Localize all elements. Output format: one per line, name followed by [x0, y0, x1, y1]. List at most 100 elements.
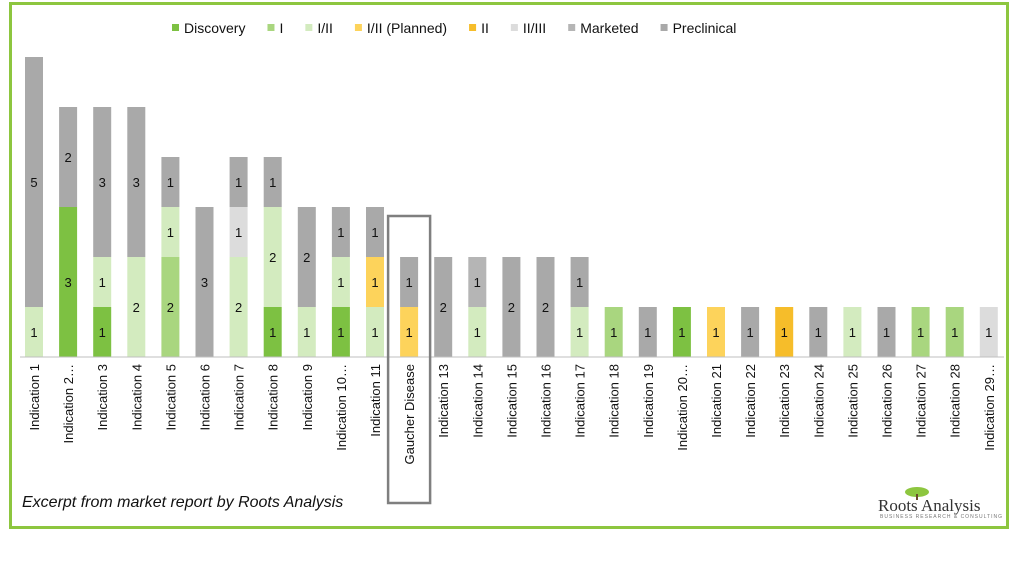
bar-value-label: 1	[746, 325, 753, 340]
bar-segment	[536, 257, 555, 357]
bar-value-label: 1	[30, 325, 37, 340]
bar-value-label: 2	[440, 300, 447, 315]
bar-segment	[161, 257, 180, 357]
bar-segment	[400, 307, 419, 357]
category-tick-label: Gaucher Disease	[402, 364, 417, 464]
bar-value-label: 1	[405, 275, 412, 290]
legend-swatch	[172, 24, 179, 31]
bar-segment	[263, 207, 282, 307]
legend-label: II	[481, 20, 489, 36]
bar-segment	[297, 207, 316, 307]
category-tick-label: Indication 24	[811, 364, 826, 438]
legend-label: Discovery	[184, 20, 245, 36]
bar-value-label: 1	[99, 325, 106, 340]
bar-value-label: 1	[371, 225, 378, 240]
bar-segment	[434, 257, 453, 357]
bar-value-label: 3	[99, 175, 106, 190]
category-tick-label: Indication 25	[845, 364, 860, 438]
category-tick-label: Indication 27	[914, 364, 929, 438]
category-tick-label: Indication 23	[777, 364, 792, 438]
bar-segment	[672, 307, 691, 357]
category-tick-label: Indication 11	[368, 364, 383, 437]
bar-value-label: 2	[235, 300, 242, 315]
roots-analysis-logo: Roots Analysis BUSINESS RESEARCH & CONSU…	[874, 486, 1004, 520]
bar-segment	[331, 207, 350, 257]
legend-swatch	[305, 24, 313, 31]
bar-segment	[911, 307, 930, 357]
bar-segment	[570, 307, 589, 357]
bar-segment	[263, 307, 282, 357]
category-tick-label: Indication 21	[709, 364, 724, 438]
bar-value-label: 1	[985, 325, 992, 340]
bar-segment	[331, 307, 350, 357]
category-tick-label: Indication 6	[198, 364, 213, 431]
bar-segment	[570, 257, 589, 307]
bar-value-label: 1	[269, 325, 276, 340]
bar-segment	[93, 257, 112, 307]
bar-segment	[775, 307, 794, 357]
bar-value-label: 2	[133, 300, 140, 315]
bar-value-label: 1	[576, 325, 583, 340]
logo-brand-name: Roots Analysis	[878, 496, 981, 515]
bar-segment	[229, 157, 248, 207]
legend-label: I/II	[317, 20, 333, 36]
bar-segment	[127, 257, 146, 357]
category-tick-label: Indication 5	[163, 364, 178, 431]
bar-value-label: 2	[269, 250, 276, 265]
category-tick-label: Indication 20…	[675, 364, 690, 451]
bar-segment	[468, 307, 487, 357]
category-tick-label: Indication 7	[232, 364, 247, 431]
category-tick-label: Indication 3	[95, 364, 110, 431]
bar-value-label: 3	[133, 175, 140, 190]
legend-swatch	[660, 24, 668, 31]
bar-value-label: 1	[474, 275, 481, 290]
legend-swatch	[267, 24, 275, 31]
tree-logo-icon	[905, 487, 929, 500]
bar-segment	[366, 307, 384, 357]
legend-label: Preclinical	[673, 20, 737, 36]
category-tick-label: Indication 13	[436, 364, 451, 438]
bar-segment	[25, 307, 43, 357]
bar-segment	[979, 307, 998, 357]
bar-value-label: 1	[678, 325, 685, 340]
category-tick-label: Indication 17	[573, 364, 588, 438]
bar-value-label: 1	[371, 275, 378, 290]
category-tick-label: Indication 4	[129, 364, 144, 431]
bar-value-label: 1	[167, 225, 174, 240]
bar-value-label: 1	[337, 225, 344, 240]
bar-segment	[945, 307, 964, 357]
category-tick-label: Indication 8	[266, 364, 281, 431]
category-tick-label: Indication 19	[641, 364, 656, 438]
bar-segment	[25, 57, 43, 307]
legend-swatch	[354, 24, 362, 31]
bar-segment	[331, 257, 350, 307]
category-tick-label: Indication 15	[504, 364, 519, 438]
bar-segment	[468, 257, 487, 307]
legend-swatch	[568, 24, 576, 31]
bar-segment	[263, 157, 282, 207]
bar-segment	[161, 207, 180, 257]
legend-label: I/II (Planned)	[367, 20, 447, 36]
bar-segment	[843, 307, 862, 357]
bar-value-label: 1	[167, 175, 174, 190]
legend-swatch	[510, 24, 518, 31]
bar-value-label: 1	[337, 325, 344, 340]
report-excerpt-note: Excerpt from market report by Roots Anal…	[22, 494, 344, 511]
bar-value-label: 1	[405, 325, 412, 340]
category-tick-label: Indication 28	[948, 364, 963, 438]
bar-value-label: 1	[883, 325, 890, 340]
bar-segment	[502, 257, 521, 357]
bar-value-label: 2	[64, 150, 71, 165]
bar-value-label: 1	[337, 275, 344, 290]
bar-value-label: 1	[371, 325, 378, 340]
bar-segment	[809, 307, 828, 357]
category-tick-label: Indication 9	[300, 364, 315, 431]
logo-tagline: BUSINESS RESEARCH & CONSULTING	[880, 514, 1003, 520]
bar-segment	[707, 307, 725, 357]
bar-segment	[161, 157, 180, 207]
bar-segment	[366, 257, 384, 307]
bar-segment	[127, 107, 146, 257]
bar-value-label: 3	[201, 275, 208, 290]
bar-value-label: 1	[781, 325, 788, 340]
bar-value-label: 1	[712, 325, 719, 340]
